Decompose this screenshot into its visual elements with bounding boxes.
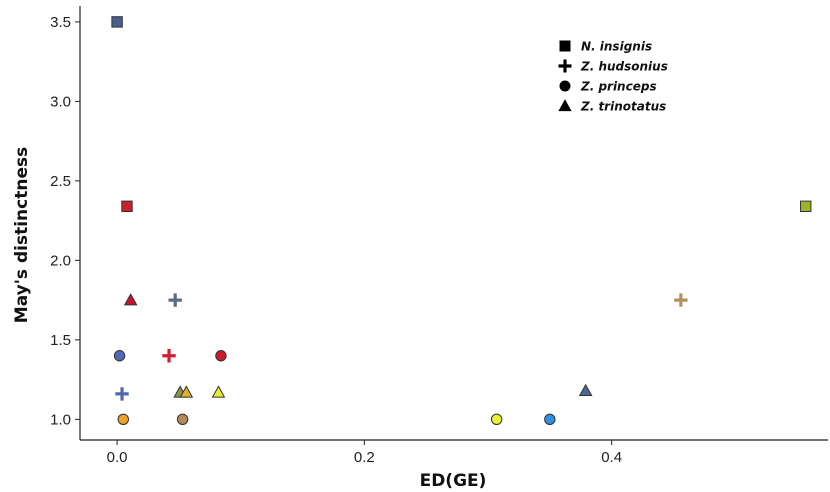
y-tick-label: 2.0 <box>50 252 71 269</box>
legend-label: N. insignis <box>581 40 652 54</box>
x-tick-label: 0.4 <box>601 449 622 466</box>
x-axis-title: ED(GE) <box>420 471 487 491</box>
legend-label: Z. princeps <box>580 80 657 94</box>
y-tick-label: 1.0 <box>50 411 71 428</box>
x-tick-label: 0.2 <box>354 449 375 466</box>
data-point-circle <box>215 350 227 362</box>
legend-cross-icon <box>558 59 572 73</box>
data-point-triangle <box>578 383 593 397</box>
data-point-cross <box>115 387 129 401</box>
data-point-circle <box>176 413 189 426</box>
data-point-circle <box>490 413 503 426</box>
data-point-cross <box>162 349 176 363</box>
data-points <box>111 16 812 426</box>
legend-square-icon <box>559 40 571 52</box>
data-point-square <box>121 200 133 213</box>
y-tick-label: 2.5 <box>50 173 71 190</box>
data-point-square <box>111 16 123 28</box>
legend-label: Z. trinotatus <box>580 100 666 114</box>
data-point-circle <box>113 350 126 362</box>
data-point-triangle <box>179 385 194 398</box>
x-tick-label: 0.0 <box>107 449 128 466</box>
data-point-circle <box>117 413 129 426</box>
axes: 0.0 0.2 0.4 1.0 1.5 2.0 2.5 3.0 3.5 <box>50 6 828 466</box>
y-axis-title: May's distinctness <box>12 147 32 323</box>
data-point-square <box>800 200 812 213</box>
legend: N. insignis Z. hudsonius Z. princeps Z. tri… <box>558 40 668 114</box>
data-point-triangle <box>211 385 226 398</box>
legend-triangle-icon <box>558 99 572 112</box>
y-tick-label: 1.5 <box>50 332 71 349</box>
y-tick-label: 3.0 <box>50 93 71 110</box>
data-point-cross <box>674 293 688 307</box>
data-point-triangle <box>123 293 138 306</box>
legend-circle-icon <box>559 80 571 92</box>
y-tick-label: 3.5 <box>50 14 71 31</box>
legend-label: Z. hudsonius <box>580 60 668 74</box>
data-point-circle <box>544 413 556 426</box>
data-point-cross <box>168 293 182 307</box>
